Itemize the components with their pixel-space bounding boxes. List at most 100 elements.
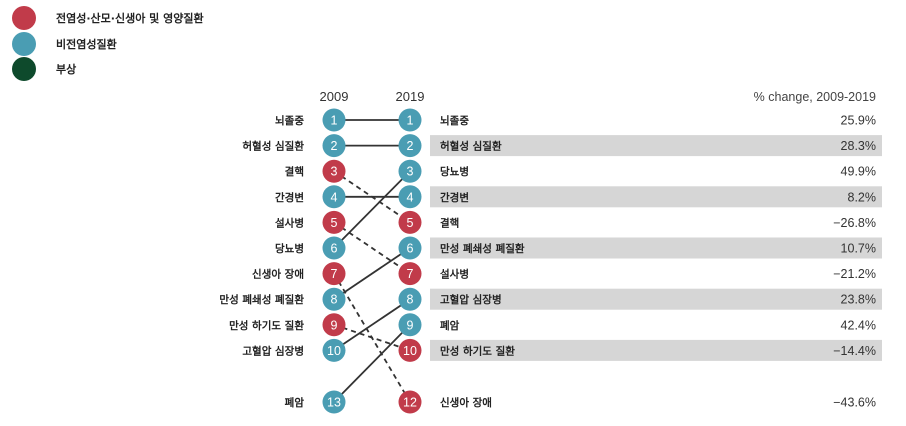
- rank-line-10: [333, 273, 411, 403]
- rank-circle-2009-13: [322, 390, 346, 414]
- cause-label-2019-10: 만성 하기도 질환: [440, 344, 515, 357]
- cause-label-2009-3: 결핵: [285, 165, 304, 178]
- pct-change-header: % change, 2009-2019: [754, 90, 876, 104]
- rank-line-7: [333, 298, 411, 352]
- row-bands: [430, 135, 882, 361]
- rank-circle-2009-8: [322, 287, 346, 311]
- rank-circle-2019-2: [398, 134, 422, 158]
- rank-circles: [322, 108, 422, 414]
- cause-label-2009-1: 뇌졸중: [275, 114, 304, 127]
- rank-line-5: [333, 247, 411, 300]
- rank-circle-2009-7: [322, 262, 346, 286]
- legend-item-injuries: 부상: [12, 57, 76, 81]
- cause-label-2019-1: 뇌졸중: [440, 114, 469, 127]
- rank-number-2009-6: 6: [331, 242, 338, 256]
- cause-label-2019-4: 간경변: [440, 191, 469, 204]
- rank-number-2019-8: 8: [407, 293, 414, 307]
- pct-change-2: 28.3%: [841, 139, 876, 153]
- pct-change-6: 10.7%: [841, 242, 876, 256]
- rank-number-2009-2: 2: [331, 139, 338, 153]
- rank-circle-2019-5: [398, 210, 422, 234]
- rank-number-2019-7: 7: [407, 267, 414, 281]
- year-header-2019: 2019: [396, 89, 425, 104]
- rank-number-2009-13: 13: [327, 396, 341, 410]
- cause-label-2009-2: 허혈성 심질환: [242, 140, 304, 153]
- rank-number-2019-10: 10: [403, 344, 417, 358]
- rank-circle-2019-10: [398, 338, 422, 362]
- pct-change-7: −21.2%: [833, 267, 876, 281]
- row-band-2: [430, 135, 882, 157]
- cause-label-2009-13: 폐암: [285, 396, 305, 409]
- legend-label-non-communicable: 비전염성질환: [56, 38, 117, 51]
- cause-label-2009-6: 당뇨병: [275, 242, 304, 255]
- cause-label-2019-2: 허혈성 심질환: [440, 140, 502, 153]
- rank-circle-2009-10: [322, 338, 346, 362]
- rank-lines: [333, 119, 411, 403]
- legend-swatch-injuries: [12, 57, 36, 81]
- pct-change-3: 49.9%: [841, 165, 876, 179]
- rank-number-2009-3: 3: [331, 165, 338, 179]
- pct-change-10: −14.4%: [833, 344, 876, 358]
- cause-label-2019-6: 만성 폐쇄성 폐질환: [440, 242, 525, 255]
- row-band-6: [430, 237, 882, 259]
- rank-circle-2009-3: [322, 159, 346, 183]
- cause-label-2019-5: 결핵: [440, 216, 459, 229]
- rank-number-2009-8: 8: [331, 293, 338, 307]
- legend-item-communicable: 전염성·산모·신생아 및 영양질환: [12, 6, 204, 30]
- row-band-8: [430, 288, 882, 310]
- rank-line-2: [333, 170, 411, 249]
- cause-label-2009-5: 설사병: [275, 216, 304, 229]
- pct-change-9: 42.4%: [841, 318, 876, 332]
- row-band-4: [430, 186, 882, 208]
- cause-label-2009-4: 간경변: [275, 191, 304, 204]
- cause-label-2019-12: 신생아 장애: [440, 396, 492, 409]
- rank-line-6: [333, 221, 411, 275]
- rank-number-2009-9: 9: [331, 318, 338, 332]
- cause-label-2009-9: 만성 하기도 질환: [229, 319, 304, 332]
- pct-change-1: 25.9%: [841, 114, 876, 128]
- rank-circle-2019-7: [398, 262, 422, 286]
- rank-circle-2019-3: [398, 159, 422, 183]
- rank-circle-2019-1: [398, 108, 422, 132]
- rank-number-2009-10: 10: [327, 344, 341, 358]
- rank-number-2009-7: 7: [331, 267, 338, 281]
- cause-label-2019-9: 폐암: [440, 319, 460, 332]
- rank-circle-2009-5: [322, 210, 346, 234]
- rank-circle-2009-9: [322, 313, 346, 337]
- rank-number-2009-5: 5: [331, 216, 338, 230]
- rank-number-2019-6: 6: [407, 242, 414, 256]
- rank-number-2019-12: 12: [403, 396, 417, 410]
- rank-number-2019-5: 5: [407, 216, 414, 230]
- legend-label-injuries: 부상: [56, 63, 77, 76]
- rank-circle-2009-4: [322, 185, 346, 209]
- legend-swatch-communicable: [12, 6, 36, 30]
- rank-number-2009-4: 4: [331, 190, 338, 204]
- rank-number-2019-1: 1: [407, 114, 414, 128]
- chart-labels: 2009 2019 % change, 2009-2019 1 뇌졸중 2 허혈성 심질환 3…: [219, 89, 876, 410]
- row-band-10: [430, 339, 882, 361]
- legend-swatch-non-communicable: [12, 32, 36, 56]
- rank-number-2009-1: 1: [331, 114, 338, 128]
- cause-label-2009-10: 고혈압 심장병: [242, 344, 304, 357]
- rank-line-8: [333, 324, 411, 403]
- cause-label-2019-7: 설사병: [440, 268, 469, 281]
- rank-number-2019-4: 4: [407, 190, 414, 204]
- rank-circle-2019-6: [398, 236, 422, 260]
- rank-number-2019-3: 3: [407, 165, 414, 179]
- cause-label-2019-8: 고혈압 심장병: [440, 293, 502, 306]
- rank-number-2019-2: 2: [407, 139, 414, 153]
- rank-circle-2009-2: [322, 134, 346, 158]
- rank-number-2019-9: 9: [407, 318, 414, 332]
- rank-circle-2009-1: [322, 108, 346, 132]
- pct-change-4: 8.2%: [848, 190, 877, 204]
- cause-label-2009-8: 만성 폐쇄성 폐질환: [219, 293, 304, 306]
- rank-line-4: [333, 170, 411, 224]
- pct-change-8: 23.8%: [841, 293, 876, 307]
- pct-change-12: −43.6%: [833, 396, 876, 410]
- rank-circle-2019-4: [398, 185, 422, 209]
- year-header-2009: 2009: [320, 89, 349, 104]
- legend-item-non-communicable: 비전염성질환: [12, 32, 117, 56]
- cause-label-2019-3: 당뇨병: [440, 165, 469, 178]
- cause-label-2009-7: 신생아 장애: [252, 268, 304, 281]
